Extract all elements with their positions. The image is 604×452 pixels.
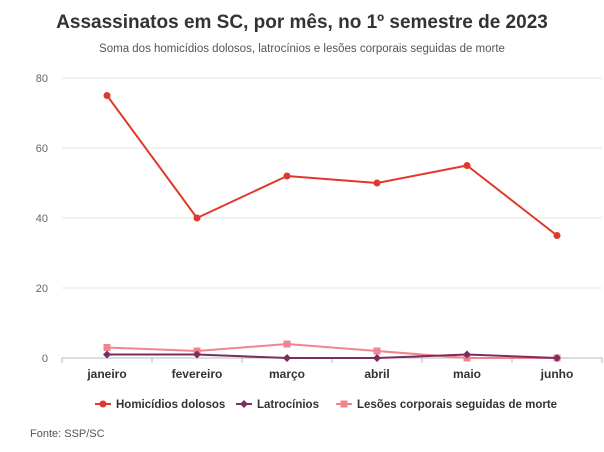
y-tick-label: 0	[42, 353, 48, 365]
data-point-1	[193, 350, 201, 359]
source-note: Fonte: SSP/SC	[30, 428, 105, 440]
x-tick-label: janeiro	[86, 367, 126, 381]
y-tick-label: 60	[36, 143, 48, 155]
data-point-0	[103, 92, 111, 99]
x-tick-label: junho	[540, 367, 574, 381]
data-point-1	[553, 354, 561, 362]
x-tick-label: abril	[364, 367, 389, 381]
legend-marker	[340, 400, 348, 408]
data-point-0	[283, 172, 291, 180]
data-point-2	[283, 340, 291, 348]
data-point-2	[103, 344, 111, 351]
legend-marker	[240, 400, 248, 408]
x-tick-label: fevereiro	[172, 367, 223, 381]
data-point-1	[463, 350, 471, 359]
legend-label: Latrocínios	[257, 399, 319, 411]
data-point-0	[553, 232, 561, 239]
y-tick-label: 80	[36, 73, 48, 85]
x-tick-label: março	[269, 367, 305, 381]
chart-subtitle: Soma dos homicídios dolosos, latrocínios…	[99, 43, 505, 55]
data-point-1	[103, 350, 111, 359]
legend-label: Lesões corporais seguidas de morte	[357, 399, 557, 411]
chart-title: Assassinatos em SC, por mês, no 1º semes…	[56, 12, 548, 33]
series-line-2	[106, 343, 557, 359]
data-point-1	[373, 354, 381, 362]
data-point-0	[463, 162, 471, 169]
legend-marker	[99, 400, 107, 408]
x-tick-label: maio	[453, 367, 481, 381]
data-point-2	[373, 347, 381, 355]
legend-label: Homicídios dolosos	[116, 399, 225, 411]
y-tick-label: 40	[36, 213, 48, 225]
data-point-1	[283, 354, 291, 362]
y-tick-label: 20	[36, 283, 48, 295]
data-point-0	[193, 214, 201, 222]
series-line-0	[106, 94, 558, 237]
series-line-1	[107, 353, 558, 359]
data-point-0	[373, 179, 381, 187]
